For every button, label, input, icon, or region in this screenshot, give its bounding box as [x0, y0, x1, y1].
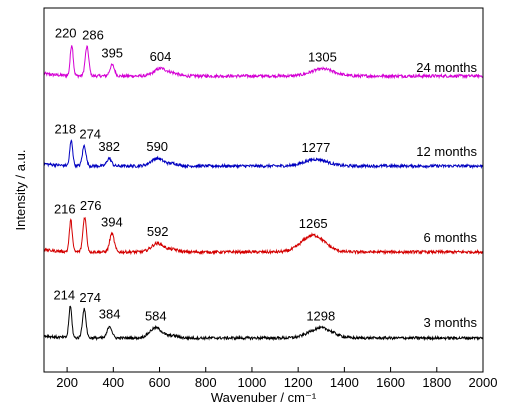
peak-label: 1277: [301, 140, 330, 155]
series-line-1: [43, 139, 484, 170]
x-tick-label: 1200: [284, 375, 313, 390]
x-tick-label: 1800: [422, 375, 451, 390]
x-tick-label: 600: [149, 375, 171, 390]
x-tick-label: 400: [102, 375, 124, 390]
peak-label: 286: [82, 28, 104, 43]
series-line-0: [43, 45, 484, 80]
x-tick-label: 200: [56, 375, 78, 390]
series-name-label: 24 months: [416, 60, 477, 75]
x-tick-label: 800: [195, 375, 217, 390]
peak-label: 384: [99, 307, 121, 322]
peak-label: 214: [53, 287, 75, 302]
peak-label: 218: [54, 122, 76, 137]
peak-label: 584: [145, 309, 167, 324]
peak-label: 276: [80, 198, 102, 213]
peak-label: 1265: [299, 216, 328, 231]
series-layer: [43, 45, 484, 342]
series-line-2: [43, 216, 484, 256]
series-name-label: 12 months: [416, 144, 477, 159]
peak-label: 382: [98, 139, 120, 154]
peak-label: 274: [79, 126, 101, 141]
x-tick-label: 1400: [330, 375, 359, 390]
series-name-label: 3 months: [424, 315, 478, 330]
peak-label: 1298: [306, 309, 335, 324]
x-axis-title: Wavenuber / cm⁻¹: [211, 390, 317, 405]
series-name-label: 6 months: [424, 230, 478, 245]
peak-label: 394: [101, 214, 123, 229]
y-axis-title: Intensity / a.u.: [13, 150, 28, 231]
peak-label: 592: [147, 224, 169, 239]
peak-label: 604: [150, 49, 172, 64]
series-line-3: [43, 305, 484, 342]
x-tick-label: 1600: [376, 375, 405, 390]
x-tick-label: 2000: [469, 375, 498, 390]
peak-label: 395: [101, 46, 123, 61]
peak-label: 1305: [308, 50, 337, 65]
x-axis: 200 400 600 800 1000 1200 1400 1600 1800 2000: [56, 367, 497, 390]
peak-label: 274: [79, 290, 101, 305]
peak-label: 220: [55, 26, 77, 41]
x-tick-label: 1000: [237, 375, 266, 390]
peak-label: 590: [146, 139, 168, 154]
plot-frame: [43, 7, 484, 373]
peak-label: 216: [54, 201, 76, 216]
